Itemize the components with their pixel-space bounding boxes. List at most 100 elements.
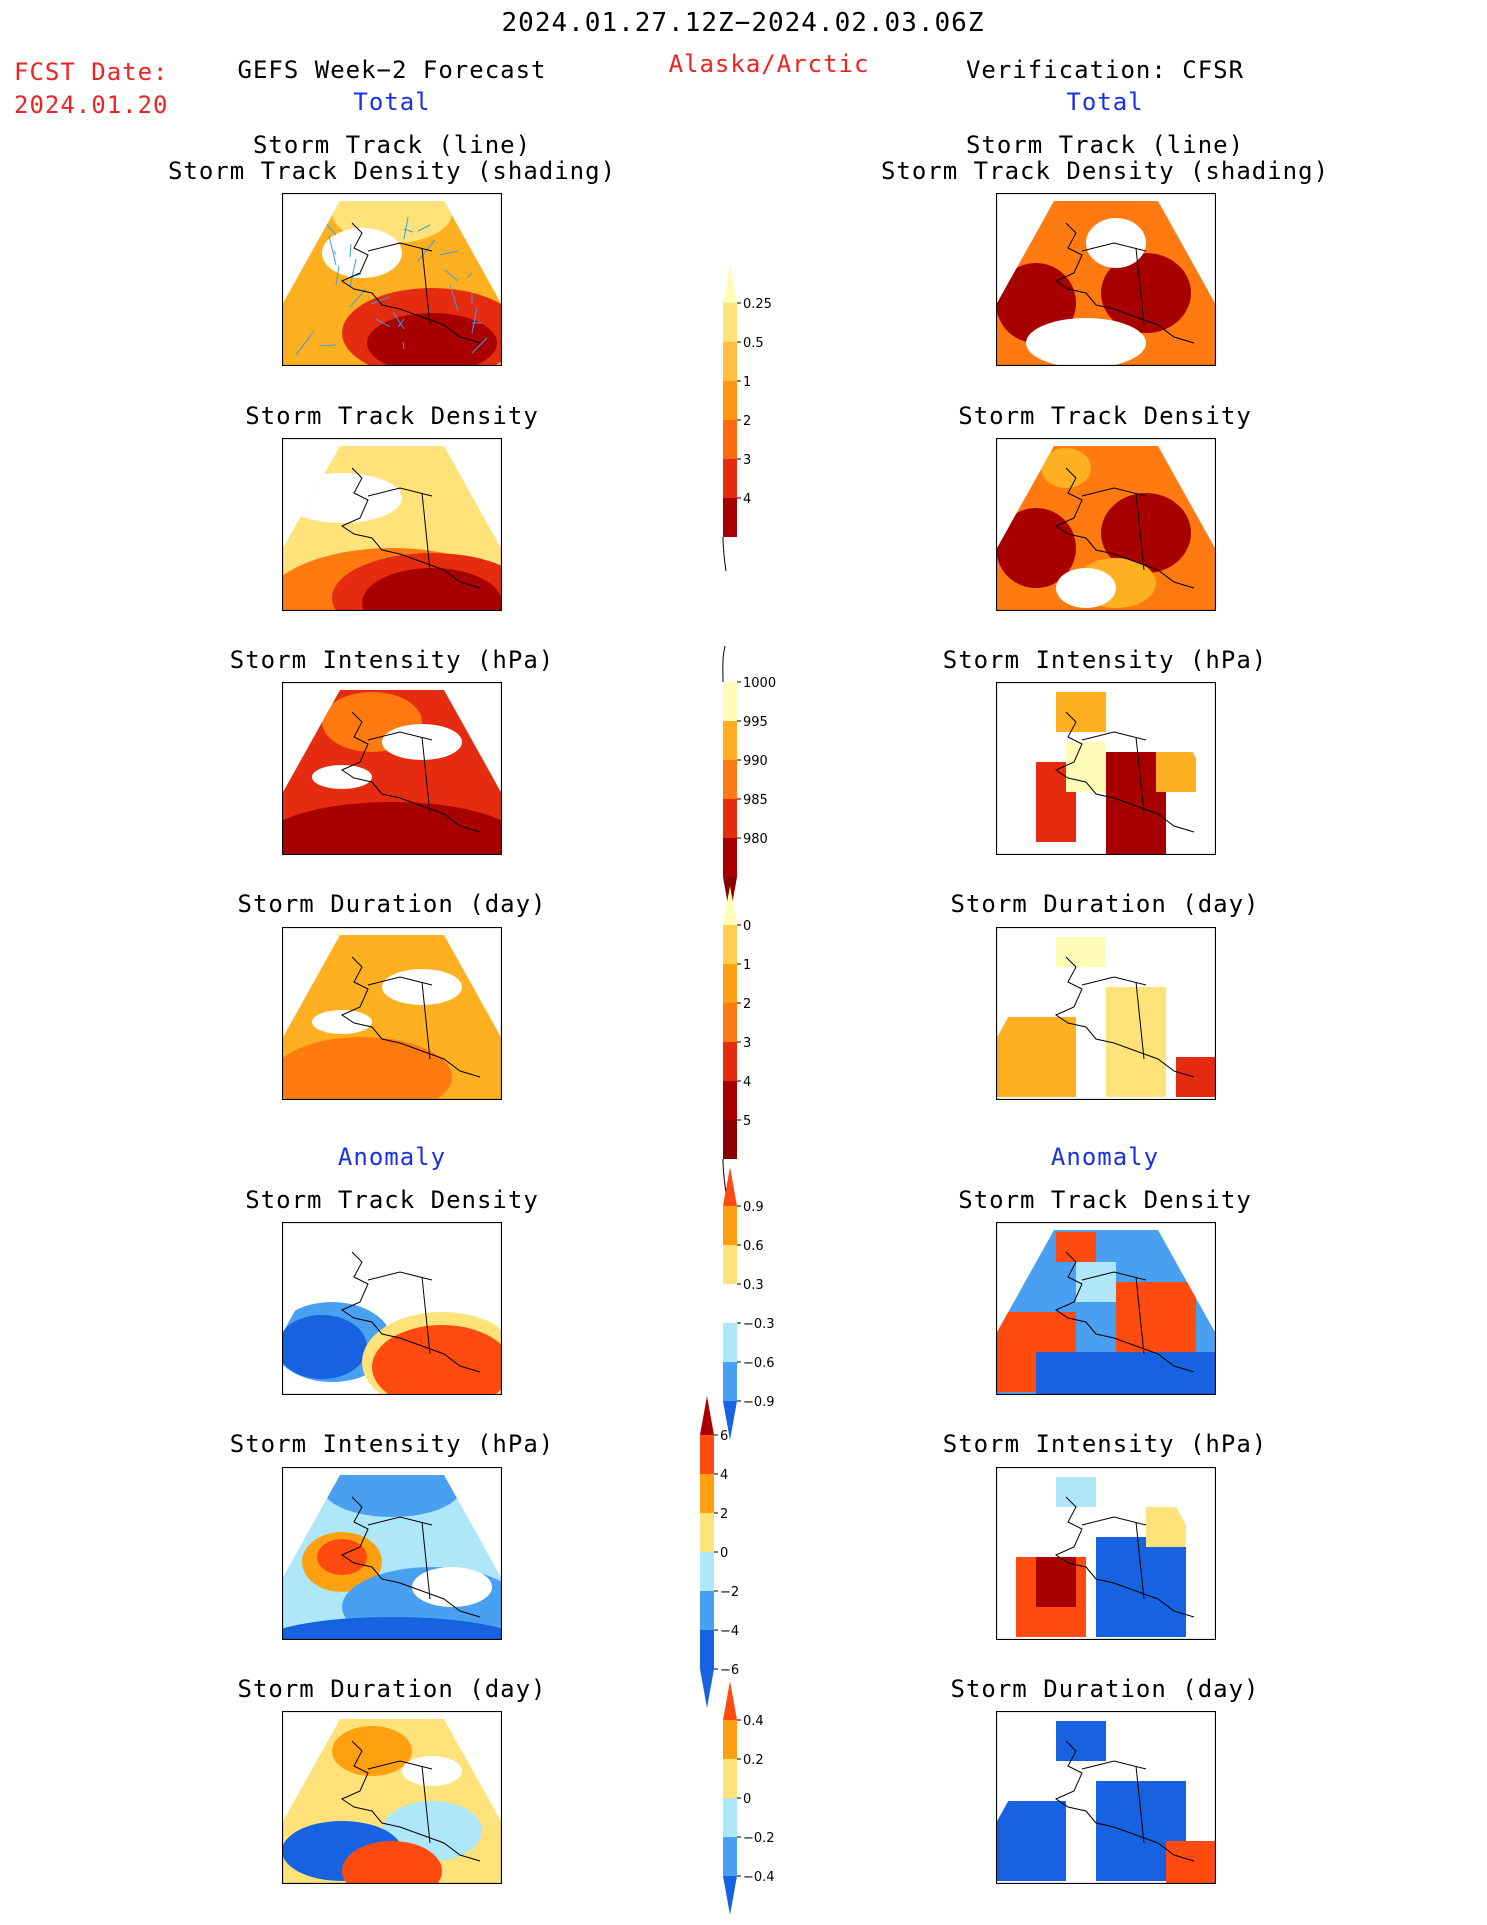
right-intensity-map: [996, 682, 1216, 855]
coastline-north: [1081, 1516, 1147, 1526]
total-label-left: Total: [353, 88, 431, 116]
colorbar-arrow-bottom: [723, 1876, 737, 1915]
left-anom-intensity-title: Storm Intensity (hPa): [229, 1430, 555, 1458]
storm-track: [449, 284, 459, 312]
anomaly-label-right: Anomaly: [1050, 1143, 1160, 1171]
right-track-line-title: Storm Track (line): [965, 131, 1245, 159]
colorbar-box: [723, 1837, 737, 1876]
colorbar-box: [723, 498, 737, 537]
shading-region: [282, 1617, 502, 1640]
colorbar-box: [723, 682, 737, 721]
border-line: [1135, 1765, 1145, 1844]
storm-track: [370, 296, 391, 305]
shading-region: [1176, 1057, 1216, 1097]
colorbar-tick-label: 1: [743, 958, 751, 973]
colorbar-box: [700, 1513, 714, 1552]
colorbar-box: [723, 1042, 737, 1081]
shading-region: [996, 1801, 1066, 1881]
shading-region: [372, 1325, 502, 1395]
colorbar-tick-label: −6: [720, 1663, 739, 1678]
storm-track: [295, 330, 315, 356]
colorbar-tick-label: 3: [743, 1036, 751, 1051]
colorbar-tick-label: 990: [743, 754, 768, 769]
storm-track: [282, 202, 303, 214]
coastline: [1054, 711, 1195, 833]
colorbar-tail: [722, 536, 727, 572]
left-density-title: Storm Track Density: [245, 402, 539, 430]
colorbar-tick-label: 0: [743, 919, 751, 934]
coastline-north: [1081, 1271, 1147, 1281]
right-anom-intensity-title: Storm Intensity (hPa): [942, 1430, 1268, 1458]
colorbar-tick-label: −2: [720, 1585, 739, 1600]
colorbar-tick-label: −0.6: [743, 1356, 775, 1371]
left-anom-density-map: [282, 1222, 502, 1395]
colorbar-tick-label: −0.9: [743, 1395, 775, 1410]
shading-region: [382, 969, 462, 1005]
colorbar-tick-label: 0.9: [743, 1200, 764, 1215]
colorbar-box: [700, 1474, 714, 1513]
anomaly-label-left: Anomaly: [337, 1143, 447, 1171]
left-anom-duration-title: Storm Duration (day): [237, 1675, 547, 1703]
map-frame: [996, 1711, 1216, 1884]
coastline: [1054, 1740, 1195, 1862]
gefs-title: GEFS Week−2 Forecast: [237, 56, 547, 84]
border-line: [421, 1521, 431, 1600]
colorbar-box: [723, 1206, 737, 1245]
colorbar-box: [723, 964, 737, 1003]
colorbar-tick-label: 0: [743, 1792, 751, 1807]
right-density-title: Storm Track Density: [958, 402, 1252, 430]
colorbar-box: [723, 303, 737, 342]
left-duration-map: [282, 927, 502, 1100]
colorbar-tick-label: 1: [743, 375, 751, 390]
storm-track: [417, 239, 436, 262]
border-line: [1135, 981, 1145, 1060]
colorbar-tick-label: 0.2: [743, 1753, 764, 1768]
border-line: [1135, 1276, 1145, 1355]
colorbar-total-density: 0.25 0.5 1 2 3 4: [722, 264, 772, 572]
right-duration-map: [996, 927, 1216, 1100]
colorbar-tick-label: 3: [743, 453, 751, 468]
coastline-north: [367, 487, 433, 497]
colorbar-tick-label: 0.6: [743, 1239, 764, 1254]
colorbar-box: [723, 838, 737, 877]
shading-region: [362, 568, 502, 611]
shading-region: [1056, 1721, 1106, 1761]
colorbar-box: [723, 1720, 737, 1759]
total-label-right: Total: [1066, 88, 1144, 116]
coastline-north: [367, 731, 433, 741]
colorbar-tick-label: 995: [743, 715, 768, 730]
left-anom-intensity-map: [282, 1467, 502, 1640]
left-track-line-title: Storm Track (line): [252, 131, 532, 159]
left-anom-duration-map: [282, 1711, 502, 1884]
shading-region: [312, 1010, 372, 1034]
border-line: [1135, 1521, 1145, 1600]
storm-track: [349, 243, 352, 258]
colorbar-tick-label: 0.4: [743, 1714, 764, 1729]
coastline-north: [367, 1516, 433, 1526]
colorbar-tick-label: 2: [743, 997, 751, 1012]
shading-region: [1116, 1282, 1196, 1362]
verification-title: Verification: CFSR: [965, 56, 1245, 84]
colorbar-total-duration: 0 1 2 3 4 5: [722, 886, 751, 1194]
colorbar-box: [723, 1798, 737, 1837]
map-frame: [996, 438, 1216, 611]
colorbar-tick-label: −0.2: [743, 1831, 775, 1846]
colorbar-arrow-top: [723, 1167, 737, 1206]
map-frame: [282, 1467, 502, 1640]
left-duration-title: Storm Duration (day): [237, 890, 547, 918]
right-track-shading-title: Storm Track Density (shading): [880, 157, 1330, 185]
colorbar-box: [723, 1081, 737, 1120]
storm-track: [402, 341, 405, 350]
shading-region: [1056, 1477, 1096, 1507]
coastline: [340, 467, 481, 589]
border-line: [1135, 492, 1145, 571]
coastline: [1054, 1496, 1195, 1618]
shading-region: [282, 473, 402, 523]
colorbar-box: [700, 1630, 714, 1669]
colorbar-box: [700, 1552, 714, 1591]
colorbar-tick-label: 985: [743, 793, 768, 808]
shading-region: [1036, 1352, 1216, 1395]
coastline: [340, 1251, 481, 1373]
map-frame: [282, 682, 502, 855]
right-track-map: [996, 193, 1216, 366]
